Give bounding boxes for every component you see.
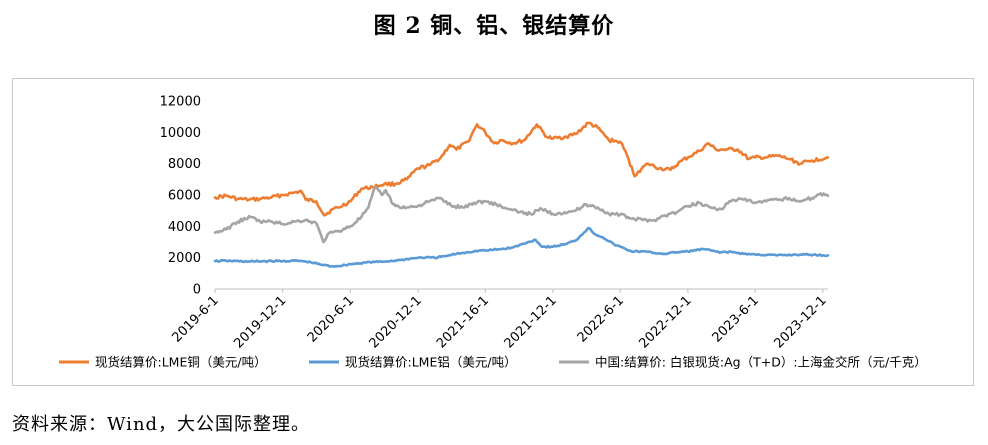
chart-legend: 现货结算价:LME铜（美元/吨） 现货结算价:LME铝（美元/吨） 中国:结算价: … xyxy=(59,355,927,370)
legend-label: 现货结算价:LME铝（美元/吨） xyxy=(345,355,517,370)
series-line xyxy=(213,121,830,217)
x-tick-label: 2022-6-1 xyxy=(575,293,627,345)
source-note: 资料来源：Wind，大公国际整理。 xyxy=(12,414,311,435)
x-tick-label: 2020-12-1 xyxy=(367,293,425,351)
y-tick-label: 6000 xyxy=(168,189,201,204)
y-tick-label: 10000 xyxy=(160,126,201,141)
y-tick-label: 8000 xyxy=(168,157,201,172)
line-chart: 0 2000 4000 6000 8000 10000 12000 2019-6-1 2019-… xyxy=(59,95,927,370)
x-tick-label: 2023-12-1 xyxy=(771,293,829,351)
x-tick-label: 2023-6-1 xyxy=(710,293,762,345)
y-tick-label: 2000 xyxy=(168,251,201,266)
legend-label: 中国:结算价: 白银现货:Ag（T+D）:上海金交所（元/千克） xyxy=(595,355,927,370)
x-tick-label: 2019-12-1 xyxy=(231,293,289,351)
y-tick-label: 12000 xyxy=(160,95,201,110)
y-tick-label: 0 xyxy=(193,283,201,298)
chart-series-lines xyxy=(213,121,830,268)
x-tick-label: 2022-12-1 xyxy=(637,293,695,351)
y-tick-label: 4000 xyxy=(168,220,201,235)
x-tick-label: 2019-6-1 xyxy=(169,293,221,345)
legend-label: 现货结算价:LME铜（美元/吨） xyxy=(95,355,267,370)
series-line xyxy=(213,226,830,268)
x-tick-label: 2020-6-1 xyxy=(305,293,357,345)
figure-title: 图 2 铜、铝、银结算价 xyxy=(373,13,615,39)
chart-frame: 0 2000 4000 6000 8000 10000 12000 2019-6-1 2019-… xyxy=(12,78,974,386)
x-tick-label: 2021-16-1 xyxy=(434,293,492,351)
series-line xyxy=(213,185,830,244)
x-tick-label: 2021-12-1 xyxy=(502,293,560,351)
